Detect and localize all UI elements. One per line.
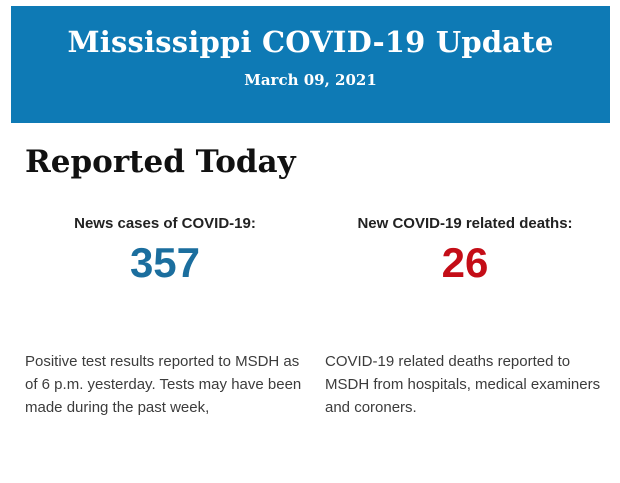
new-deaths-label: New COVID-19 related deaths: — [357, 215, 573, 232]
section-heading-reported-today: Reported Today — [25, 144, 296, 180]
new-deaths-value: 26 — [441, 239, 489, 286]
stat-new-deaths: New COVID-19 related deaths: 26 COVID-19… — [325, 181, 605, 419]
new-cases-description: Positive test results reported to MSDH a… — [25, 353, 302, 416]
page-title: Mississippi COVID-19 Update — [67, 25, 554, 59]
header-banner: Mississippi COVID-19 Update March 09, 20… — [11, 6, 610, 123]
covid-update-page: Mississippi COVID-19 Update March 09, 20… — [0, 6, 620, 483]
new-cases-label: News cases of COVID-19: — [74, 215, 256, 232]
new-cases-value: 357 — [129, 239, 201, 286]
stat-new-cases: News cases of COVID-19: 357 Positive tes… — [25, 181, 305, 419]
stats-row: News cases of COVID-19: 357 Positive tes… — [25, 181, 605, 419]
new-deaths-description: COVID-19 related deaths reported to MSDH… — [325, 353, 601, 416]
report-date: March 09, 2021 — [244, 71, 377, 89]
